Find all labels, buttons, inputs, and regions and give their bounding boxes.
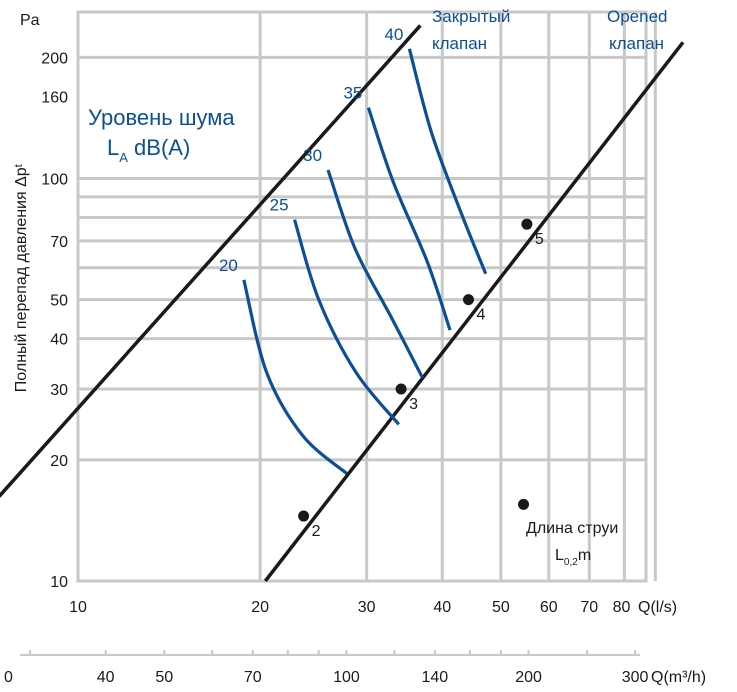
throw-points: 2 3 4 5 — [298, 218, 544, 540]
x-tick-label: 50 — [492, 599, 510, 616]
x-tick-label: 70 — [580, 599, 598, 616]
x2-axis: 40 50 70 100 140 200 300 — [20, 650, 649, 686]
noise-curve-label: 40 — [384, 25, 403, 44]
y-tick-label: 160 — [41, 89, 68, 106]
opened-valve-label-1: Opened — [607, 7, 668, 26]
plot-frame — [76, 10, 648, 583]
valve-lines — [0, 24, 685, 583]
throw-point-label: 2 — [312, 523, 321, 540]
x-tick-label: 40 — [433, 599, 451, 616]
throw-point-2 — [298, 510, 310, 522]
grid — [78, 12, 657, 581]
legend-sublabel: L0,2m — [555, 547, 591, 568]
y-tick-label: 70 — [50, 234, 68, 251]
noise-curve-20 — [242, 279, 348, 475]
throw-point-5 — [521, 218, 533, 230]
y-tick-label: 10 — [50, 574, 68, 591]
x2-tick-label: 300 — [622, 669, 649, 686]
x2-edge-label: 0 — [4, 669, 13, 686]
x2-tick-label: 200 — [515, 669, 542, 686]
x2-tick-label: 50 — [155, 669, 173, 686]
y-tick-label: 200 — [41, 50, 68, 67]
noise-curves: 20 25 30 35 40 — [219, 25, 488, 475]
opened-valve-label-2: клапан — [609, 34, 664, 53]
x2-unit-label: Q(m³/h) — [651, 669, 706, 686]
legend-sublabel-index: 0,2 — [564, 557, 578, 568]
throw-point-label: 5 — [535, 231, 544, 248]
noise-curve-label: 35 — [343, 84, 362, 103]
x-tick-labels: 10 20 30 40 50 60 70 80 — [69, 599, 630, 616]
x2-tick-label: 70 — [244, 669, 262, 686]
y-tick-label: 30 — [50, 382, 68, 399]
plot-border — [76, 10, 648, 583]
throw-point-4 — [462, 294, 474, 306]
x-unit-label: Q(l/s) — [638, 599, 677, 616]
throw-point-label: 4 — [476, 307, 485, 324]
legend-marker — [518, 498, 530, 510]
legend-label: Длина струи — [526, 520, 618, 537]
x2-tick-label: 100 — [333, 669, 360, 686]
y-tick-label: 20 — [50, 453, 68, 470]
x-tick-label: 60 — [540, 599, 558, 616]
noise-subtitle-index: A — [119, 150, 128, 165]
noise-curve-label: 30 — [303, 146, 322, 165]
throw-point-label: 3 — [409, 396, 418, 413]
y-tick-label: 40 — [50, 332, 68, 349]
y-tick-label: 100 — [41, 172, 68, 189]
y-tick-labels: 10 20 30 40 50 70 100 160 200 — [41, 50, 68, 591]
noise-curve-40 — [407, 48, 488, 275]
x2-tick-label: 140 — [421, 669, 448, 686]
noise-curve-35 — [366, 107, 452, 331]
y-axis-label: Полный перепад давления Δpᵗ — [13, 163, 30, 392]
closed-valve-label-1: Закрытый — [432, 7, 510, 26]
x2-tick-label: 40 — [97, 669, 115, 686]
closed-valve-label-2: клапан — [432, 34, 487, 53]
noise-curve-25 — [293, 219, 401, 426]
throw-point-3 — [395, 383, 407, 395]
closed-valve-line — [0, 24, 422, 498]
x-tick-label: 20 — [251, 599, 269, 616]
noise-subtitle: LA dB(A) — [107, 135, 190, 165]
x-tick-label: 10 — [69, 599, 87, 616]
opened-valve-line — [263, 41, 685, 583]
x-tick-label: 30 — [358, 599, 376, 616]
y-tick-label: 50 — [50, 293, 68, 310]
noise-curve-label: 25 — [270, 196, 289, 215]
legend-sublabel-unit: m — [578, 547, 591, 564]
noise-curve-30 — [326, 169, 424, 379]
noise-title: Уровень шума — [88, 105, 235, 130]
noise-subtitle-unit: dB(A) — [128, 135, 190, 160]
noise-curve-label: 20 — [219, 256, 238, 275]
x-tick-label: 80 — [613, 599, 631, 616]
y-unit-label: Pa — [20, 12, 40, 29]
legend-sublabel-main: L — [555, 547, 564, 564]
noise-subtitle-main: L — [107, 135, 119, 160]
